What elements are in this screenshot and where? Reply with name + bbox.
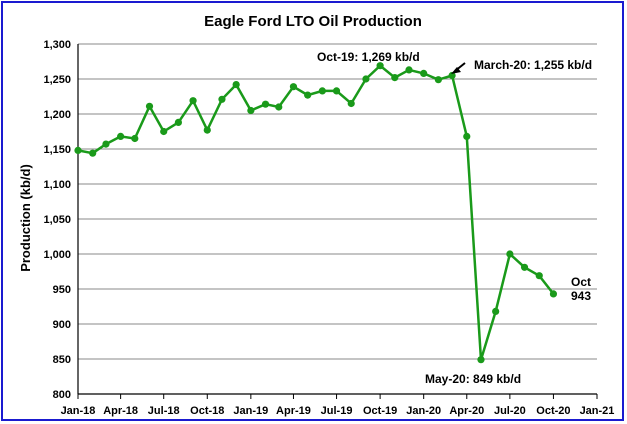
data-point	[218, 95, 226, 103]
x-tick-label: Jul-18	[148, 405, 180, 417]
annotation-oct20-label: Oct	[571, 275, 591, 289]
annotation-oct19: Oct-19: 1,269 kb/d	[317, 50, 420, 64]
annotations: Oct-19: 1,269 kb/d March-20: 1,255 kb/d …	[317, 50, 592, 386]
x-tick-label: Jan-20	[406, 405, 441, 417]
data-point	[506, 250, 514, 258]
y-tick-label: 1,250	[43, 74, 71, 86]
data-point	[448, 71, 456, 80]
arrow-icon	[451, 62, 466, 74]
axes	[77, 44, 598, 399]
data-point	[102, 140, 110, 148]
y-tick-label: 1,000	[43, 249, 71, 261]
x-tick-label: Apr-18	[103, 405, 138, 417]
x-tick-label: Jul-20	[494, 405, 526, 417]
x-tick-label: Jan-19	[233, 405, 268, 417]
x-tick-labels: Jan-18 Apr-18 Jul-18 Oct-18 Jan-19 Apr-19 Jul-…	[61, 405, 615, 417]
x-tick-label: Jan-18	[61, 405, 96, 417]
data-point	[549, 290, 558, 298]
x-tick-label: Oct-20	[536, 405, 570, 417]
y-tick-label: 950	[53, 284, 71, 296]
gridlines	[78, 43, 597, 360]
data-point	[347, 99, 355, 108]
series-production	[74, 62, 558, 364]
data-point	[131, 134, 139, 143]
x-tick-label: Jan-21	[580, 405, 615, 417]
data-point	[477, 356, 485, 364]
data-point	[391, 74, 399, 82]
data-point	[492, 307, 500, 315]
data-point	[376, 62, 384, 70]
data-point	[160, 127, 168, 136]
data-point	[535, 272, 543, 280]
data-point	[74, 146, 82, 154]
series-line	[77, 64, 555, 361]
x-tick-label: Oct-18	[190, 405, 224, 417]
annotation-oct20-value: 943	[571, 289, 591, 303]
data-point	[275, 103, 283, 111]
data-point	[174, 118, 182, 126]
annotation-may20: May-20: 849 kb/d	[425, 372, 521, 386]
data-point	[463, 132, 471, 140]
y-tick-label: 1,100	[43, 179, 71, 191]
x-tick-label: Jul-19	[321, 405, 353, 417]
data-point	[89, 149, 97, 157]
x-tick-label: Apr-20	[449, 405, 484, 417]
data-point	[289, 83, 298, 91]
chart-title: Eagle Ford LTO Oil Production	[204, 13, 422, 30]
y-tick-label: 1,300	[43, 39, 71, 51]
y-tick-label: 1,150	[43, 144, 71, 156]
data-point	[203, 126, 211, 134]
data-point	[247, 106, 255, 115]
y-tick-label: 900	[53, 319, 71, 331]
data-point	[145, 102, 154, 110]
annotation-mar20: March-20: 1,255 kb/d	[474, 58, 592, 72]
data-point	[362, 75, 370, 83]
data-point	[117, 132, 125, 140]
data-point	[520, 263, 529, 271]
data-point	[318, 87, 326, 95]
data-point	[420, 69, 428, 77]
data-point	[405, 66, 413, 74]
data-point	[304, 91, 312, 99]
y-tick-label: 1,200	[43, 109, 71, 121]
y-tick-label: 1,050	[43, 214, 71, 226]
y-axis-label: Production (kb/d)	[18, 164, 33, 272]
x-tick-label: Oct-19	[363, 405, 397, 417]
y-tick-label: 850	[53, 354, 71, 366]
y-tick-label: 800	[53, 389, 71, 401]
data-point	[434, 76, 442, 84]
data-point	[261, 100, 270, 108]
data-point	[232, 81, 240, 89]
data-point	[189, 97, 197, 105]
data-point	[332, 87, 341, 95]
x-tick-label: Apr-19	[276, 405, 311, 417]
y-tick-labels: 800 850 900 950 1,000 1,050 1,100 1,150 1,200 1,2…	[43, 39, 71, 401]
